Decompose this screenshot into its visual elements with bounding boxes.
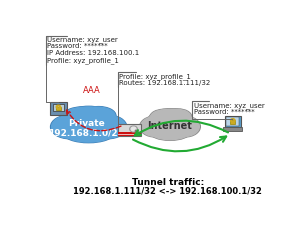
FancyArrowPatch shape	[133, 136, 226, 151]
Ellipse shape	[89, 115, 126, 138]
FancyBboxPatch shape	[118, 124, 141, 136]
Ellipse shape	[52, 115, 89, 138]
FancyBboxPatch shape	[53, 104, 64, 111]
Ellipse shape	[140, 116, 170, 137]
Text: Routes: 192.168.1.111/32: Routes: 192.168.1.111/32	[119, 80, 211, 86]
Ellipse shape	[150, 110, 177, 125]
FancyBboxPatch shape	[50, 101, 67, 115]
Ellipse shape	[147, 109, 193, 138]
Ellipse shape	[151, 110, 177, 125]
Ellipse shape	[170, 116, 200, 137]
FancyBboxPatch shape	[226, 117, 239, 126]
Circle shape	[130, 126, 137, 132]
FancyBboxPatch shape	[118, 132, 141, 136]
Ellipse shape	[59, 106, 118, 140]
FancyArrowPatch shape	[135, 121, 228, 135]
Ellipse shape	[63, 107, 98, 125]
FancyBboxPatch shape	[223, 127, 242, 131]
Ellipse shape	[81, 107, 116, 125]
Text: AAA: AAA	[83, 86, 101, 95]
FancyBboxPatch shape	[225, 116, 241, 127]
Text: Profile: xyz_profile_1: Profile: xyz_profile_1	[119, 73, 191, 80]
Ellipse shape	[147, 109, 194, 138]
Text: Password: *******: Password: *******	[47, 43, 108, 49]
Ellipse shape	[150, 125, 190, 140]
Ellipse shape	[64, 125, 113, 142]
Ellipse shape	[141, 117, 170, 136]
Ellipse shape	[60, 107, 117, 140]
Text: Username: xyz_user: Username: xyz_user	[47, 37, 118, 43]
Ellipse shape	[89, 115, 127, 139]
Text: 192.168.1.111/32 <-> 192.168.100.1/32: 192.168.1.111/32 <-> 192.168.100.1/32	[73, 186, 262, 195]
Text: IP Address: 192.168.100.1: IP Address: 192.168.100.1	[47, 50, 140, 56]
Ellipse shape	[51, 115, 89, 139]
Circle shape	[131, 127, 136, 131]
Ellipse shape	[64, 108, 98, 125]
Ellipse shape	[170, 117, 199, 136]
Ellipse shape	[64, 125, 114, 143]
Text: Password: *******: Password: *******	[194, 109, 254, 115]
Text: Tunnel traffic:: Tunnel traffic:	[132, 178, 204, 187]
FancyBboxPatch shape	[56, 107, 61, 110]
Ellipse shape	[82, 107, 115, 125]
Text: Private
192.168.1.0/24: Private 192.168.1.0/24	[48, 118, 124, 138]
Text: Profile: xyz_profile_1: Profile: xyz_profile_1	[47, 57, 119, 64]
Ellipse shape	[164, 109, 192, 125]
FancyArrowPatch shape	[67, 110, 121, 131]
Ellipse shape	[151, 125, 189, 140]
FancyBboxPatch shape	[230, 120, 236, 124]
Text: Internet: Internet	[148, 122, 193, 131]
Text: Username: xyz_user: Username: xyz_user	[194, 102, 265, 109]
Ellipse shape	[164, 110, 191, 125]
